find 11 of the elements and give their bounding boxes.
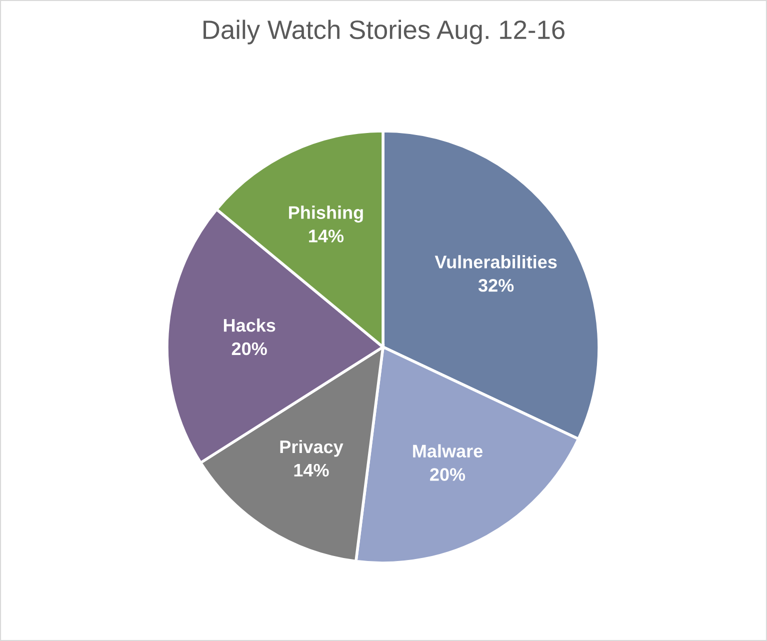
slice-label: Hacks [224, 318, 276, 332]
data-label: 14% [294, 464, 329, 477]
slice-label: Vulnerabilities [434, 255, 557, 268]
slice-label: Privacy [280, 440, 344, 457]
data-label: 14% [309, 230, 344, 242]
slice-label: Malware [413, 444, 483, 458]
slice-label: Phishing [289, 206, 363, 223]
data-label: 20% [430, 468, 466, 481]
data-label: 20% [232, 342, 267, 356]
data-label: 32% [478, 278, 514, 292]
chart-title: Daily Watch Stories Aug. 12-16 [204, 20, 564, 44]
